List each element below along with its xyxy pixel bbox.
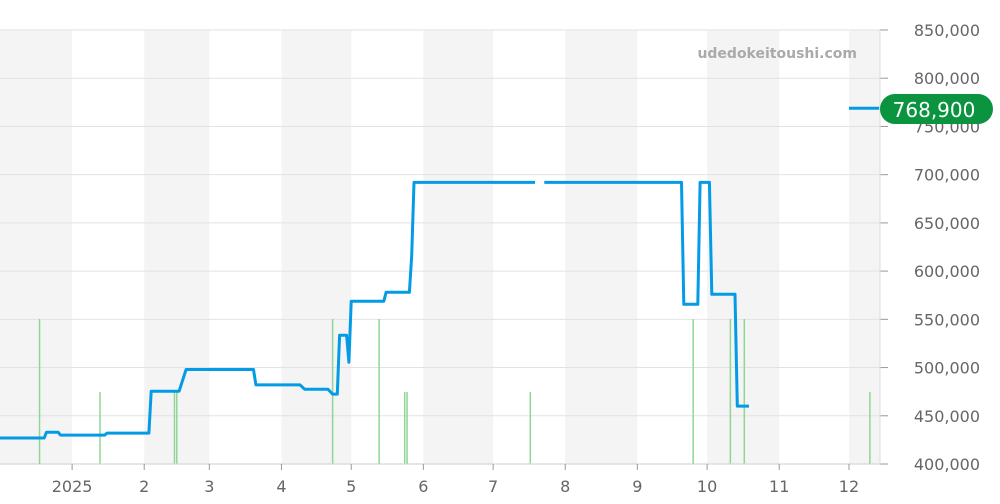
y-tick-label: 550,000 (914, 310, 980, 329)
y-tick-label: 800,000 (914, 69, 980, 88)
month-band (0, 30, 73, 464)
x-tick-label: 7 (488, 477, 498, 496)
x-tick-label: 6 (418, 477, 428, 496)
month-bands (0, 30, 880, 464)
x-tick-label: 9 (632, 477, 642, 496)
x-tick-label: 4 (276, 477, 286, 496)
y-axis: 400,000 450,000 500,000 550,000 600,000 650,0… (879, 21, 980, 474)
x-tick-label: 8 (560, 477, 570, 496)
x-tick-label: 3 (204, 477, 214, 496)
watermark: udedokeitoushi.com (697, 46, 857, 62)
price-line-segment (0, 180, 535, 440)
month-band (423, 30, 494, 464)
x-tick-label: 12 (839, 477, 859, 496)
month-band (281, 30, 352, 464)
x-tick-label: 10 (697, 477, 717, 496)
price-series (0, 106, 880, 440)
month-band (707, 30, 780, 464)
y-tick-label: 450,000 (914, 407, 980, 426)
y-tick-label: 700,000 (914, 166, 980, 185)
y-tick-label: 850,000 (914, 21, 980, 40)
month-band (848, 30, 880, 464)
month-band (565, 30, 638, 464)
current-value-label: 768,900 (893, 98, 976, 122)
x-tick-label: 5 (346, 477, 356, 496)
x-tick-label: 11 (769, 477, 789, 496)
x-axis: 2025 2 3 4 5 6 7 8 9 10 11 12 (0, 463, 880, 496)
y-tick-label: 600,000 (914, 262, 980, 281)
current-value-badge: 768,900 (880, 94, 993, 124)
price-line-segment (544, 180, 749, 408)
x-tick-label: 2025 (52, 477, 93, 496)
y-tick-label: 500,000 (914, 359, 980, 378)
y-tick-label: 650,000 (914, 214, 980, 233)
x-tick-label: 2 (139, 477, 149, 496)
y-tick-label: 400,000 (914, 455, 980, 474)
grid-lines (0, 29, 880, 465)
volume-bars (38, 319, 871, 464)
